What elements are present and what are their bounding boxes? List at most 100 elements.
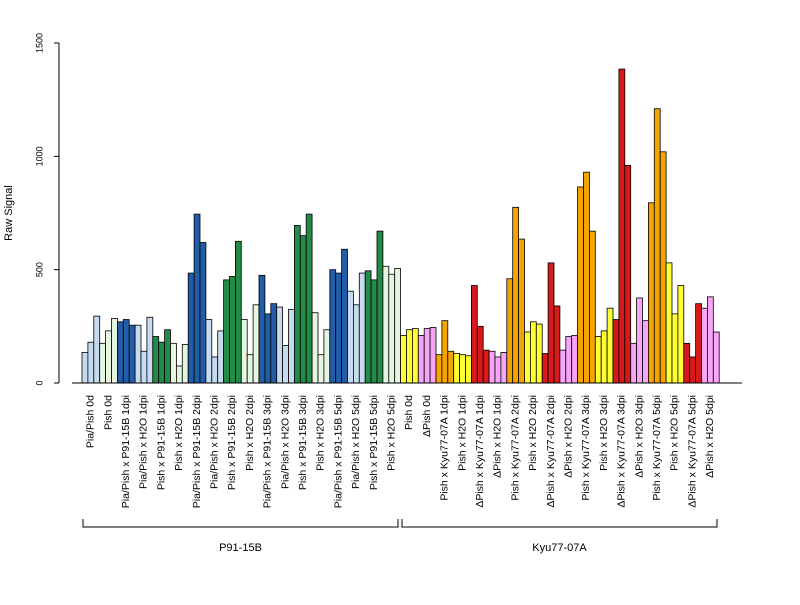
x-tick-label: Pia/Pish x H2O 1dpi bbox=[138, 395, 150, 489]
bar bbox=[99, 342, 106, 384]
bar bbox=[81, 351, 89, 384]
bar bbox=[411, 328, 419, 384]
bar bbox=[246, 354, 254, 384]
x-tick-label: Pia/Pish x H2O 3dpi bbox=[279, 395, 291, 489]
bar bbox=[671, 313, 679, 384]
bar-group bbox=[205, 319, 224, 384]
bar bbox=[211, 356, 219, 384]
bar-group bbox=[701, 296, 720, 384]
bar bbox=[317, 354, 325, 384]
bar bbox=[288, 308, 295, 384]
group-label: Kyu77-07A bbox=[532, 542, 587, 554]
bar-group bbox=[276, 306, 295, 384]
bar bbox=[506, 278, 514, 384]
bar-group bbox=[81, 315, 101, 384]
bar bbox=[476, 325, 484, 384]
bar bbox=[87, 341, 95, 384]
bar-group bbox=[99, 317, 118, 384]
x-tick-label: Pish x H2O 3dpi bbox=[598, 395, 610, 471]
bar-group bbox=[311, 312, 331, 384]
bar bbox=[470, 285, 478, 384]
x-tick-label: Pia/Pish x P91-15B 1dpi bbox=[120, 395, 132, 508]
bar bbox=[518, 238, 525, 384]
x-tick-label: Pish x P91-15B 5dpi bbox=[368, 395, 380, 490]
x-tick-label: Pia/Pish x P91-15B 2dpi bbox=[191, 395, 203, 508]
bar-group bbox=[134, 316, 154, 384]
bar bbox=[305, 213, 313, 384]
bar bbox=[712, 331, 720, 384]
x-tick-label: Pish x P91-15B 3dpi bbox=[297, 395, 309, 490]
y-tick-label: 1000 bbox=[34, 146, 44, 166]
bar bbox=[205, 319, 213, 384]
x-tick-label: ΔPish x H2O 5dpi bbox=[704, 395, 716, 478]
bar bbox=[358, 272, 366, 384]
bar bbox=[429, 327, 437, 384]
group-brackets: P91-15B Kyu77-07A bbox=[82, 519, 718, 554]
bar-group bbox=[524, 321, 543, 384]
x-tick-label: Pia/Pish x H2O 2dpi bbox=[209, 395, 221, 489]
group-bracket: Kyu77-07A bbox=[401, 519, 718, 554]
x-tick-label: Pish x P91-15B 1dpi bbox=[155, 395, 167, 490]
bar bbox=[388, 273, 396, 384]
bar bbox=[465, 355, 472, 384]
bar bbox=[423, 328, 431, 384]
bar bbox=[152, 336, 160, 384]
x-tick-label: ΔPish x Kyu77-07A 2dpi bbox=[545, 395, 557, 508]
bar bbox=[571, 334, 579, 384]
bar bbox=[512, 206, 520, 384]
bar bbox=[329, 269, 337, 384]
bar-group bbox=[258, 274, 278, 384]
bar-group bbox=[488, 350, 508, 384]
bar-group bbox=[329, 248, 348, 384]
bar bbox=[134, 324, 142, 384]
bar bbox=[689, 356, 697, 384]
bar bbox=[624, 164, 632, 384]
bar-group bbox=[612, 68, 632, 384]
bar bbox=[252, 304, 260, 384]
bar bbox=[435, 354, 443, 384]
bar bbox=[447, 350, 455, 384]
bar-group bbox=[240, 304, 260, 384]
bar-group bbox=[293, 213, 313, 384]
bar-group bbox=[364, 230, 384, 384]
bar bbox=[181, 344, 189, 384]
bar bbox=[630, 342, 638, 384]
bar bbox=[600, 330, 608, 384]
x-tick-label: Pish x Kyu77-07A 1dpi bbox=[439, 395, 451, 501]
bar bbox=[229, 276, 236, 384]
bar-group bbox=[347, 272, 366, 384]
bar bbox=[270, 303, 278, 384]
bar bbox=[93, 315, 101, 384]
bar bbox=[341, 248, 348, 384]
bar-group bbox=[223, 240, 242, 384]
bar-group bbox=[683, 303, 702, 384]
bar bbox=[648, 202, 655, 384]
bar bbox=[642, 320, 649, 384]
bar bbox=[406, 329, 413, 384]
x-tick-label: Pia/Pish x H2O 5dpi bbox=[350, 395, 362, 489]
bar bbox=[282, 345, 289, 384]
x-tick-label: Pish x Kyu77-07A 5dpi bbox=[651, 395, 663, 501]
bar bbox=[217, 330, 224, 384]
bar bbox=[352, 304, 360, 384]
x-tick-label: Pish x H2O 5dpi bbox=[669, 395, 681, 471]
bar bbox=[612, 319, 620, 384]
bar bbox=[695, 303, 702, 384]
x-tick-label: ΔPish 0d bbox=[421, 395, 433, 437]
bar bbox=[677, 285, 685, 384]
bar bbox=[665, 262, 673, 384]
bar-group bbox=[152, 329, 171, 384]
bar bbox=[258, 274, 266, 384]
bar bbox=[293, 225, 301, 384]
bar bbox=[482, 349, 490, 384]
x-tick-label: ΔPish x H2O 2dpi bbox=[563, 395, 575, 478]
bar bbox=[164, 329, 171, 384]
bar-group bbox=[506, 206, 525, 384]
bracket-line bbox=[401, 519, 718, 528]
bar-group bbox=[541, 262, 561, 384]
bar-group bbox=[435, 320, 455, 384]
bar bbox=[276, 306, 284, 384]
bar bbox=[618, 68, 626, 384]
x-tick-label: Pish x H2O 2dpi bbox=[244, 395, 256, 471]
bar-group bbox=[382, 265, 402, 384]
